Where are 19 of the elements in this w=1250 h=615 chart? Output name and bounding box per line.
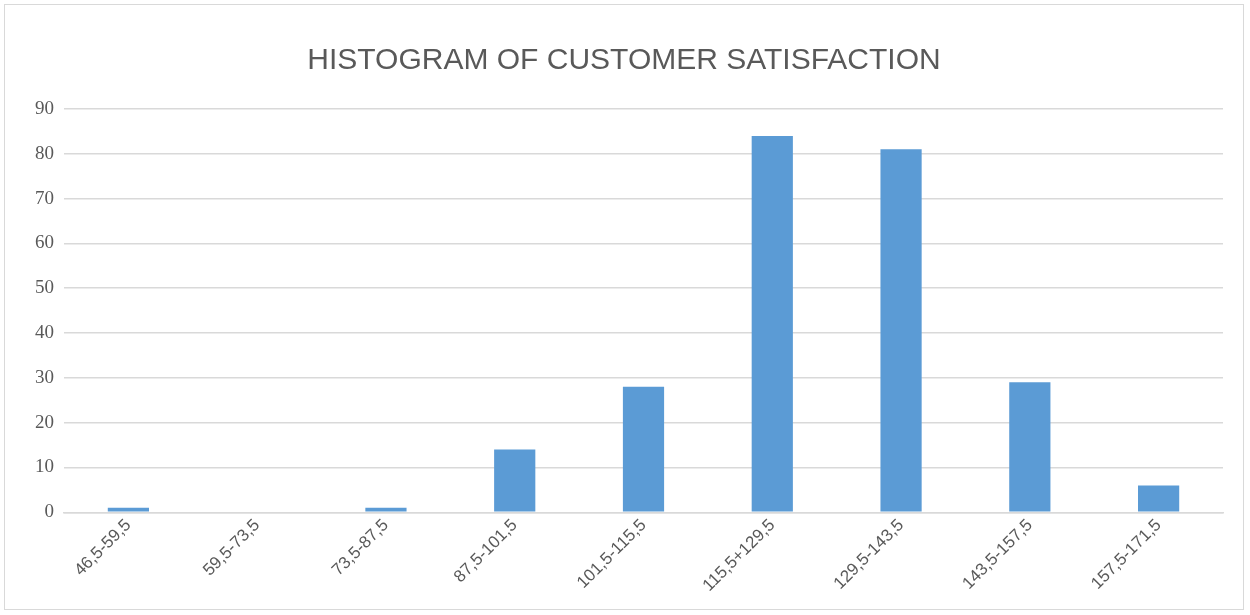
- y-tick-label: 90: [35, 96, 54, 118]
- bar: [107, 507, 149, 512]
- bar: [622, 386, 665, 512]
- y-tick-label: 70: [35, 186, 54, 208]
- y-tick-label: 80: [35, 141, 54, 163]
- bar: [365, 507, 407, 512]
- y-tick-label: 50: [35, 276, 54, 298]
- y-tick-label: 20: [35, 410, 54, 432]
- bar: [880, 149, 922, 512]
- bar: [1138, 485, 1180, 512]
- bar: [1009, 382, 1051, 512]
- y-tick-label: 10: [35, 455, 54, 477]
- bar: [751, 135, 793, 512]
- bar: [494, 449, 536, 512]
- y-tick-label: 30: [35, 365, 54, 387]
- y-tick-label: 60: [35, 231, 54, 253]
- y-tick-label: 0: [44, 500, 54, 522]
- y-tick-label: 40: [35, 321, 54, 343]
- chart-title: HISTOGRAM OF CUSTOMER SATISFACTION: [307, 42, 941, 76]
